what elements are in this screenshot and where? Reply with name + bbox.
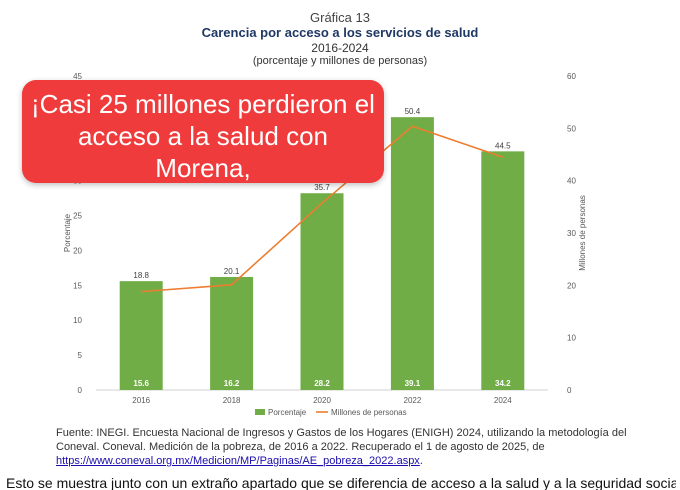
y2-tick-label: 30 bbox=[567, 229, 576, 238]
source-inegi: INEGI bbox=[96, 427, 127, 439]
chart-title: Carencia por acceso a los servicios de s… bbox=[201, 25, 479, 40]
y-tick-label: 10 bbox=[73, 316, 82, 325]
y2-tick-label: 60 bbox=[567, 72, 576, 81]
source-label: Fuente: bbox=[56, 427, 94, 439]
x-tick-label: 2016 bbox=[132, 396, 150, 405]
bar-2020 bbox=[300, 193, 344, 390]
y-tick-label: 45 bbox=[73, 72, 82, 81]
x-tick-label: 2020 bbox=[313, 396, 331, 405]
chart-years: 2016-2024 bbox=[311, 41, 369, 55]
bar-2018 bbox=[210, 276, 254, 390]
y-tick-label: 0 bbox=[78, 386, 83, 395]
y2-tick-label: 40 bbox=[567, 177, 576, 186]
bar-value-label: 34.2 bbox=[495, 379, 511, 388]
bar-value-label: 39.1 bbox=[405, 379, 421, 388]
source-text-1: . Encuesta Nacional de Ingresos y Gastos… bbox=[126, 427, 415, 439]
y2-axis-title: Millones de personas bbox=[578, 195, 587, 271]
line-series-millones bbox=[141, 125, 504, 293]
legend-label-millones: Millones de personas bbox=[331, 408, 407, 417]
bar-value-label: 16.2 bbox=[224, 379, 240, 388]
x-tick-label: 2024 bbox=[494, 396, 512, 405]
y-tick-label: 25 bbox=[73, 212, 82, 221]
y-axis-title: Porcentaje bbox=[63, 213, 72, 252]
y2-tick-label: 20 bbox=[567, 281, 576, 290]
source-end: . bbox=[419, 455, 423, 467]
x-tick-label: 2022 bbox=[404, 396, 422, 405]
bar-2022 bbox=[390, 117, 434, 391]
source-note: Fuente: INEGI. Encuesta Nacional de Ingr… bbox=[56, 426, 640, 468]
bar-value-label: 28.2 bbox=[314, 379, 330, 388]
y-tick-label: 15 bbox=[73, 281, 82, 290]
line-value-label: 20.1 bbox=[224, 267, 240, 276]
y2-tick-label: 0 bbox=[567, 386, 572, 395]
y-tick-label: 5 bbox=[78, 351, 83, 360]
y2-tick-label: 10 bbox=[567, 334, 576, 343]
line-value-label: 44.5 bbox=[495, 141, 511, 150]
body-text-cutoff: Esto se muestra junto con un extraño apa… bbox=[6, 476, 676, 490]
chart-header: Gráfica 13 Carencia por acceso a los ser… bbox=[0, 10, 680, 68]
bar-2024 bbox=[481, 151, 525, 390]
chart-kicker: Gráfica 13 bbox=[310, 10, 370, 25]
y2-tick-label: 50 bbox=[567, 124, 576, 133]
callout-line-3: de 2018 a 2024! bbox=[109, 185, 297, 215]
legend-label-porcentaje: Porcentaje bbox=[268, 408, 307, 417]
line-value-label: 50.4 bbox=[405, 107, 421, 116]
source-text-2: ) 2024, utilizando la metodología del Co… bbox=[56, 427, 627, 453]
x-tick-label: 2018 bbox=[223, 396, 241, 405]
callout-line-2: acceso a la salud con Morena, bbox=[77, 121, 329, 183]
bar-value-label: 15.6 bbox=[133, 379, 149, 388]
source-enigh: ENIGH bbox=[414, 427, 450, 439]
chart-units: (porcentaje y millones de personas) bbox=[252, 55, 428, 67]
callout-banner: ¡Casi 25 millones perdieron el acceso a … bbox=[22, 80, 384, 215]
legend-swatch-porcentaje bbox=[255, 409, 265, 415]
callout-line-1: ¡Casi 25 millones perdieron el bbox=[31, 89, 375, 119]
source-link[interactable]: https://www.coneval.org.mx/Medicion/MP/P… bbox=[56, 455, 420, 467]
combo-chart: 0510152025303540450102030405060Porcentaj… bbox=[63, 72, 587, 417]
y-tick-label: 20 bbox=[73, 246, 82, 255]
line-value-label: 35.7 bbox=[314, 183, 330, 192]
line-value-label: 18.8 bbox=[133, 271, 149, 280]
bar-2016 bbox=[119, 281, 163, 390]
